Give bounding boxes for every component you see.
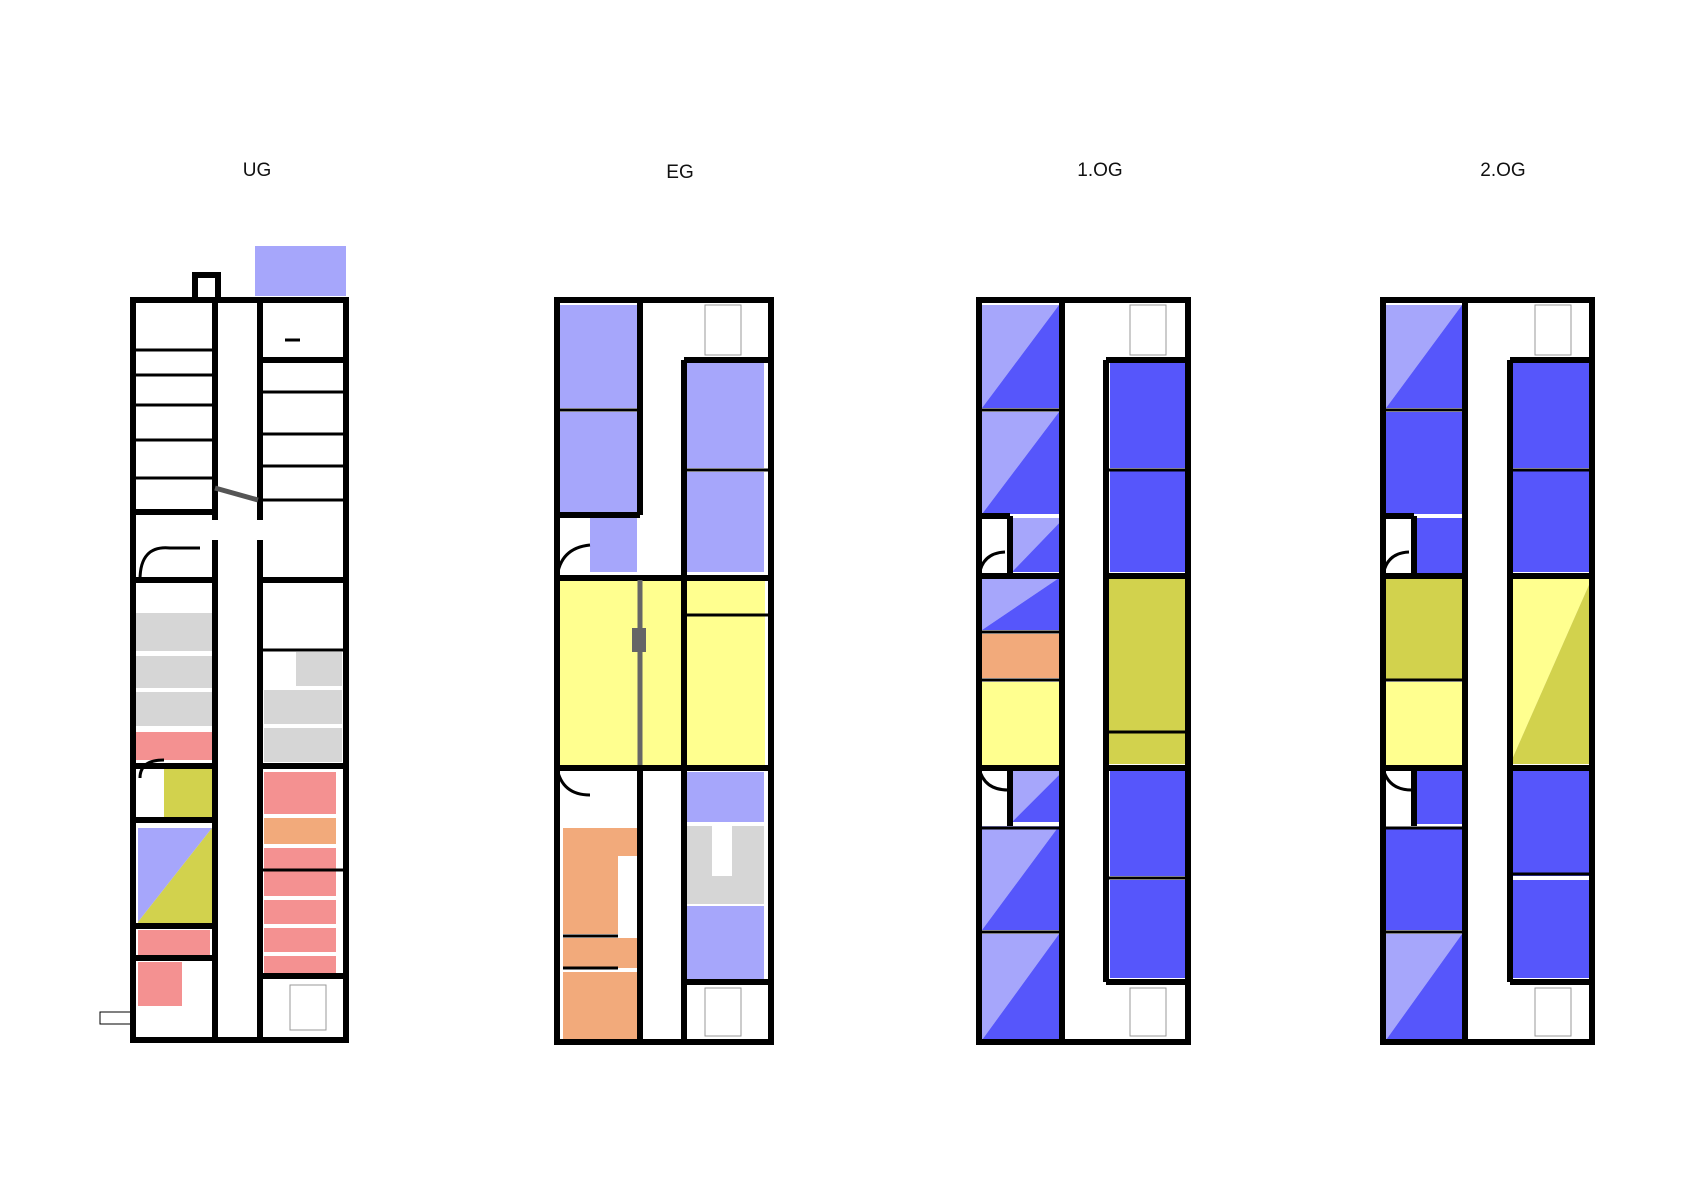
- floor-label-ug: UG: [242, 160, 272, 181]
- room-og1-r4-dark: [982, 578, 1059, 630]
- room-og2-blue-7: [1513, 770, 1589, 876]
- room-og1-r2-dark: [982, 412, 1059, 514]
- ug-ramp: [214, 485, 259, 503]
- room-ug-gray-4: [296, 652, 342, 686]
- room-og2-blue-2: [1416, 518, 1466, 574]
- floor-label-eg: EG: [666, 162, 694, 183]
- room-og1-olive: [1107, 578, 1187, 764]
- room-og1-orange: [982, 634, 1059, 678]
- room-eg-blue-4: [687, 362, 764, 468]
- room-og1-r3-dark: [1012, 518, 1064, 572]
- room-ug-salmon-8: [138, 962, 182, 1006]
- room-og1-r6-dark: [982, 826, 1059, 930]
- room-ug-salmon-4: [264, 900, 336, 924]
- room-og2-r1-dark: [1386, 305, 1462, 408]
- room-ug-annex: [255, 246, 346, 296]
- plan-og1: [976, 297, 1191, 1045]
- room-eg-orange-gap: [618, 856, 638, 938]
- room-eg-blue-3: [590, 518, 637, 572]
- room-og2-split-olive: [1510, 578, 1592, 764]
- eg-column: [632, 628, 646, 652]
- room-eg-blue-2: [560, 412, 637, 514]
- floor-label-og1: 1.OG: [1077, 160, 1123, 181]
- room-og1-blue-3: [1110, 770, 1185, 876]
- room-ug-gray-5: [264, 690, 342, 724]
- room-eg-yellow-2: [687, 579, 765, 765]
- room-ug-salmon-1: [135, 732, 212, 760]
- room-ug-gray-1: [135, 613, 212, 651]
- room-ug-salmon-6: [264, 956, 336, 976]
- plan-og2: [1380, 297, 1595, 1045]
- room-og2-blue-5: [1513, 362, 1589, 468]
- room-ug-gray-2: [135, 656, 212, 688]
- room-og1-blue-4: [1110, 880, 1185, 978]
- room-og1-yellow: [982, 682, 1059, 766]
- room-eg-blue-7: [687, 906, 764, 982]
- room-eg-yellow-1: [555, 579, 684, 765]
- room-ug-salmon-5: [264, 928, 336, 952]
- room-og2-r2-dark: [1386, 934, 1462, 1040]
- room-og2-yellow: [1383, 682, 1463, 766]
- stairs: [289, 304, 1572, 1037]
- room-eg-orange-3: [563, 972, 638, 1042]
- room-ug-gray-6: [264, 728, 342, 762]
- room-ug-salmon-2: [264, 772, 336, 814]
- room-ug-orange-1: [264, 818, 336, 844]
- plan-ug: [99, 246, 349, 1043]
- room-ug-salmon-3: [264, 848, 336, 896]
- floor-label-og2: 2.OG: [1480, 160, 1526, 181]
- room-og1-r5-dark: [1012, 770, 1064, 822]
- room-eg-blue-1: [560, 305, 637, 408]
- room-og2-blue-1: [1386, 412, 1462, 514]
- room-eg-stair-gap: [712, 826, 732, 876]
- room-og2-blue-3: [1416, 770, 1466, 824]
- room-og1-blue-1: [1110, 362, 1185, 468]
- room-og2-blue-8: [1513, 880, 1589, 978]
- room-og1-r7-dark: [982, 934, 1059, 1040]
- room-eg-gray-2: [687, 876, 764, 904]
- room-og1-r1-dark: [982, 305, 1059, 408]
- room-eg-blue-6: [687, 772, 764, 822]
- room-og2-blue-6: [1513, 470, 1589, 572]
- room-eg-orange-2: [563, 938, 638, 968]
- room-og2-blue-4: [1386, 828, 1462, 930]
- room-eg-blue-5: [687, 472, 764, 572]
- room-ug-gray-3: [135, 692, 212, 726]
- room-ug-olive: [164, 765, 212, 821]
- room-ug-split-olive: [138, 828, 212, 928]
- room-og2-olive: [1383, 578, 1463, 680]
- room-og1-blue-2: [1110, 470, 1185, 572]
- plan-eg: [554, 297, 774, 1045]
